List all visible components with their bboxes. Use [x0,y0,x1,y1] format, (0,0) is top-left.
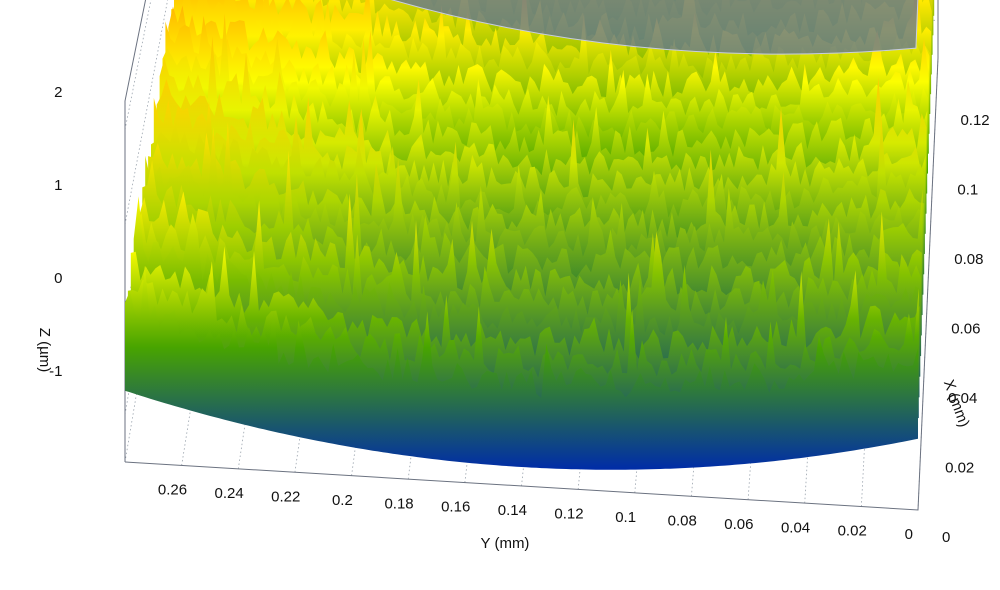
y-tick-label: 0.02 [838,523,867,540]
y-tick-label: 0.14 [498,502,527,519]
y-tick-label: 0.26 [158,482,187,499]
y-tick-label: 0 [905,526,913,543]
y-tick-label: 0.04 [781,519,810,536]
y-tick-label: 0.16 [441,499,470,516]
x-tick-label: 0.04 [948,390,977,407]
y-tick-label: 0.22 [271,488,300,505]
surface-mesh [125,0,935,470]
x-tick-label: 0.06 [951,320,980,337]
y-axis-ticks: 0.26 0.24 0.22 0.2 0.18 0.16 0.14 0.12 0.1 0.08 0.… [158,482,913,544]
z-tick-label: 1 [54,177,62,194]
z-axis-label: Z (µm) [36,328,53,372]
y-tick-label: 0.06 [724,516,753,533]
x-axis-ticks: 0 0.02 0.04 0.06 0.08 0.1 0.12 [942,112,990,546]
y-tick-label: 0.1 [615,509,636,526]
z-tick-label: 0 [54,270,62,287]
surface-row [125,265,918,470]
x-tick-label: 0.08 [954,251,983,268]
x-tick-label: 0.02 [945,459,974,476]
cutting-plane [390,0,919,55]
y-tick-label: 0.08 [668,512,697,529]
y-tick-label: 0.2 [332,492,353,509]
y-tick-label: 0.18 [384,495,413,512]
x-tick-label: 0.1 [957,181,978,198]
y-tick-label: 0.24 [215,485,244,502]
x-tick-label: 0 [942,529,950,546]
y-axis-label: Y (mm) [481,535,530,552]
z-tick-label: -1 [49,363,62,380]
cutting-plane-face [390,0,919,55]
z-axis-ticks: 2 1 0 -1 [49,84,62,380]
y-tick-label: 0.12 [554,506,583,523]
z-tick-label: 2 [54,84,62,101]
x-tick-label: 0.12 [960,112,989,129]
